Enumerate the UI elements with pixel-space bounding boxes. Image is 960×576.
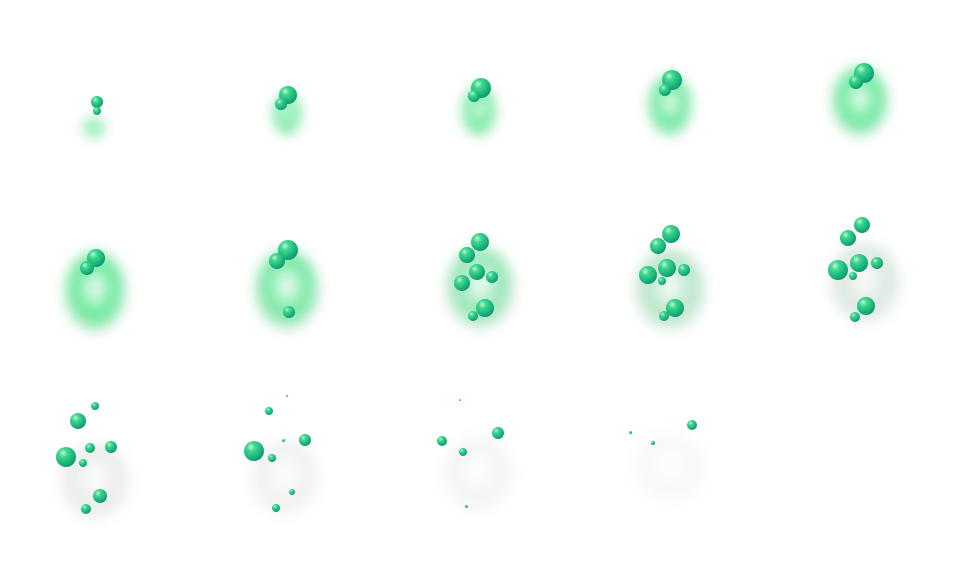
bubble — [268, 454, 276, 462]
bubble — [650, 238, 666, 254]
bubble — [91, 402, 99, 410]
bubble — [659, 84, 671, 96]
bubble — [492, 427, 504, 439]
bubble — [828, 260, 848, 280]
bubble — [840, 230, 856, 246]
bubble — [437, 436, 447, 446]
bubble — [105, 441, 117, 453]
bubble — [91, 96, 103, 108]
bubble — [269, 253, 285, 269]
bubble — [70, 413, 86, 429]
bubble — [283, 306, 295, 318]
bubble — [651, 441, 655, 445]
bubble — [464, 504, 468, 508]
bubble — [93, 107, 101, 115]
bubble — [854, 217, 870, 233]
bubble — [476, 299, 494, 317]
bubble — [265, 407, 273, 415]
bubble — [79, 459, 87, 467]
bubble — [871, 257, 883, 269]
bubble — [850, 312, 860, 322]
bubble — [687, 420, 697, 430]
bubble — [272, 504, 280, 512]
bubble — [459, 448, 467, 456]
bubble — [639, 266, 657, 284]
bubble — [471, 233, 489, 251]
bubble — [468, 90, 480, 102]
bubble — [662, 225, 680, 243]
bubble — [658, 277, 666, 285]
bubble — [299, 434, 311, 446]
bubble — [275, 98, 287, 110]
bubble — [850, 254, 868, 272]
smoke-cloud — [441, 436, 515, 512]
bubble — [469, 264, 485, 280]
bubble — [849, 272, 857, 280]
bubble — [244, 441, 264, 461]
bubble — [849, 75, 863, 89]
bubble — [80, 261, 94, 275]
bubble — [658, 259, 676, 277]
bubble — [659, 311, 669, 321]
bubble — [459, 399, 461, 401]
bubble — [93, 489, 107, 503]
bubble — [281, 438, 285, 442]
bubble — [486, 271, 498, 283]
bubble — [85, 443, 95, 453]
bubble — [628, 430, 632, 434]
bubble — [678, 264, 690, 276]
bubble — [454, 275, 470, 291]
bubble — [81, 504, 91, 514]
smoke-cloud — [632, 433, 708, 503]
bubble — [459, 247, 475, 263]
bubble — [666, 299, 684, 317]
bubble — [857, 297, 875, 315]
bubble — [286, 395, 288, 397]
bubble — [468, 311, 478, 321]
bubble — [289, 489, 295, 495]
smoke-cloud — [83, 118, 105, 138]
bubble — [56, 447, 76, 467]
